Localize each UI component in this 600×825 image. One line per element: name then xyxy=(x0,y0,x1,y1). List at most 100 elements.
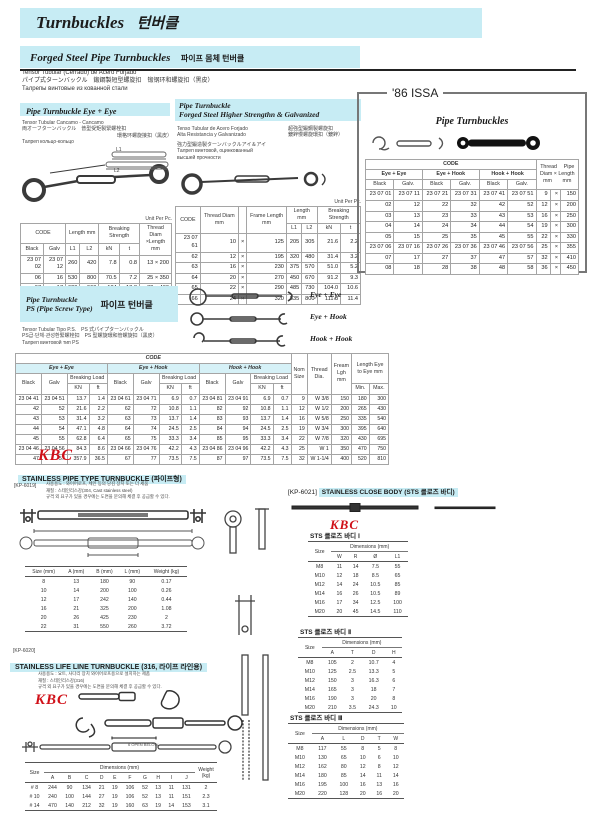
cell: 200 xyxy=(100,587,109,594)
ps-title-2: PS (Pipe Screw Type) xyxy=(26,304,93,313)
col-black: Black xyxy=(478,179,509,191)
cell: 43 xyxy=(478,210,509,223)
cell: 153 xyxy=(182,802,191,809)
cell: 8 xyxy=(394,745,398,752)
cell: 16 xyxy=(40,605,47,612)
cell: 2.5 xyxy=(272,423,292,435)
cell: 128 xyxy=(339,790,349,797)
issa-table-body-1: 23 07 01 23 07 11 23 07 21 23 07 31 23 07 41… xyxy=(364,189,580,244)
cell: 22 xyxy=(421,199,452,212)
cell: 430 xyxy=(351,433,370,445)
table-row: 10 14 200 100 0.26 xyxy=(25,586,187,595)
header-cell: W xyxy=(387,733,404,744)
cell: 19 xyxy=(155,802,162,809)
cell: 28 xyxy=(421,263,452,275)
table-row: # 8 244 90 134 21 19 106 52 13 11 131 2 xyxy=(25,783,217,793)
cell: 265 xyxy=(351,403,370,415)
table-row: 62 12 × 195 320 480 31.4 3.2 xyxy=(175,251,361,264)
cell: 12 xyxy=(393,199,423,212)
higher-desc-line: 強力型鍛造製ターンバックルアイ＆アイ xyxy=(177,142,267,148)
cell: 55 xyxy=(394,563,401,570)
issa-subtitle: Pipe Turnbuckles xyxy=(435,116,509,127)
cell: 93 xyxy=(224,413,252,425)
ps-table-body-2: 23 04 46 23 04 56 84.3 8.6 23 04 66 23 04 76 4… xyxy=(15,443,390,465)
cell: 0.26 xyxy=(161,587,172,594)
header-cell: Weight (kg) xyxy=(145,566,187,577)
cell: 45 xyxy=(478,231,509,244)
col-l2: L2 xyxy=(79,242,100,256)
cell: 9 xyxy=(535,189,551,201)
cell: W 1 xyxy=(306,443,332,455)
higher-table: CODE Thread Diam mm Frame Length mm Leng… xyxy=(175,205,362,306)
cell: 260 xyxy=(127,623,137,630)
cell: × xyxy=(549,189,562,201)
thread-pipe-line: Thread Pipe xyxy=(540,164,575,170)
cell: 06 xyxy=(20,272,44,285)
cell: 33.3 xyxy=(250,433,274,445)
cell: 7.5 xyxy=(180,453,200,465)
pipe-tb-code: [KP-6019] xyxy=(14,483,37,489)
header-cell: L xyxy=(333,733,355,744)
cell: 13.7 xyxy=(250,413,274,425)
col-code: CODE xyxy=(15,352,292,365)
cell: 165 xyxy=(327,686,337,693)
col-thread: Thread Diam ×Length mm xyxy=(139,223,172,256)
life-parts-diagram xyxy=(75,690,243,738)
higher-desc-line: Талреп винтовой, оцинкованный xyxy=(177,148,253,155)
higher-desc-line: 超強型鍛鋼製螺旋扣 xyxy=(288,126,334,132)
table-row: # 14 470 140 212 32 19 160 63 19 14 153 3.1 xyxy=(25,801,217,811)
cell: 45 xyxy=(352,608,359,615)
cell: 18 xyxy=(352,572,359,579)
cell: 3.5 xyxy=(348,704,356,711)
cell: 270 xyxy=(246,272,287,285)
cell: 32 xyxy=(450,199,480,212)
cell: M8 xyxy=(306,659,314,666)
table-row: M14 165 3 18 7 xyxy=(298,685,402,694)
col-eye-eye: Eye + Eye xyxy=(365,169,423,181)
cell: 21 xyxy=(73,605,80,612)
cell: 20 xyxy=(336,608,343,615)
cell: M14 xyxy=(304,686,315,693)
cell: 395 xyxy=(351,423,370,435)
cell: 20 xyxy=(40,614,47,621)
cell: 9 xyxy=(290,393,308,405)
cell: 810 xyxy=(368,453,390,465)
cell: 7.8 xyxy=(98,254,120,274)
cell: 22 xyxy=(290,433,308,445)
cell: 430 xyxy=(368,403,390,415)
eye-eye-title: Pipe Turnbuckle Eye + Eye xyxy=(26,107,117,116)
col-length: Length mm xyxy=(65,223,100,244)
col-breaking: Breaking Strength xyxy=(98,223,140,244)
cell: 82 xyxy=(198,403,226,415)
col-dimensions: Dimensions (mm) xyxy=(331,541,408,552)
ps-code-table: CODE Nom Size Thread Dia. Fream Lgh mm L… xyxy=(15,352,390,465)
cell: 85 xyxy=(340,772,347,779)
cell: 31.4 xyxy=(66,413,90,425)
close-body-rod-diagram xyxy=(291,503,496,512)
cell: 25 xyxy=(421,231,452,244)
cell: 140 xyxy=(65,802,74,809)
bullet: 사용용도 : 와이어로프, 체인 등의 당김 장치 또는 더 세움 xyxy=(46,481,149,486)
header-cell: L1 xyxy=(387,551,408,562)
cell: 32 xyxy=(98,802,105,809)
col-ft: ft xyxy=(88,383,108,395)
table-row: 05 15 25 35 45 55 22 × 330 xyxy=(364,231,580,244)
col-kn: KN xyxy=(158,383,182,395)
dim-label-l2: L2 xyxy=(114,168,120,174)
cell: 1.1 xyxy=(272,403,292,415)
forged-desc-line: Tensor Tubular (Cerrado) de Acero Forjad… xyxy=(22,70,137,76)
ps-title-ko: 파이프 턴버클 xyxy=(100,299,153,310)
header-cell: E xyxy=(108,772,122,783)
close-body-header: [KP-6021] STAINLESS CLOSE BODY (STS 클로즈 … xyxy=(288,486,458,497)
cell: 54 xyxy=(40,423,68,435)
cell: 2 xyxy=(204,784,208,791)
cell: 16 xyxy=(392,781,399,788)
cell: 530 xyxy=(65,272,81,285)
cell: 25 xyxy=(535,242,551,254)
col-x xyxy=(238,205,247,235)
cell: 10 xyxy=(199,233,239,253)
table-row: M14 180 85 14 11 14 xyxy=(288,771,404,780)
col-black: Black xyxy=(421,179,452,191)
pipe-tb-title: STAINLESS PIPE TYPE TURNBUCKLE (파이프형) xyxy=(18,475,186,484)
table-row: 8 13 180 90 0.17 xyxy=(25,577,187,587)
